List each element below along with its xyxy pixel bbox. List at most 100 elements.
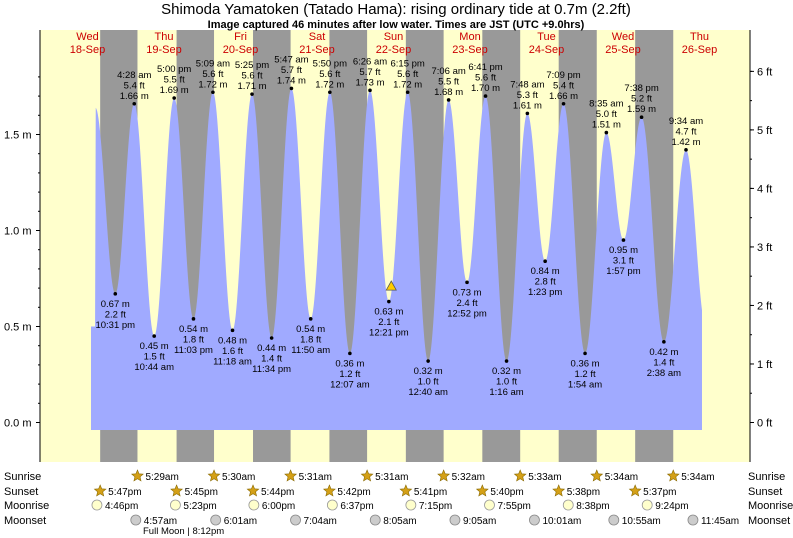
tide-label: 1.72 m xyxy=(198,79,227,90)
high-tide-dot xyxy=(289,86,294,91)
low-tide-dot xyxy=(113,292,118,296)
date-label: 25-Sep xyxy=(605,44,640,56)
astro-time-label: 5:23pm xyxy=(183,501,216,512)
astro-time-label: 5:40pm xyxy=(490,487,523,498)
moonrise-icon xyxy=(405,499,417,511)
astro-row-label-left: Moonset xyxy=(4,515,46,527)
astro-row-label-left: Sunrise xyxy=(4,471,41,483)
moonset-icon xyxy=(449,514,461,526)
tide-label: 1.68 m xyxy=(434,87,463,98)
tide-label: 5.5 ft xyxy=(438,76,459,87)
moonset-icon xyxy=(130,514,142,526)
tide-label: 5.6 ft xyxy=(319,69,340,80)
date-label: 21-Sep xyxy=(299,44,334,56)
left-tick-label: 1.5 m xyxy=(4,130,32,142)
chart-title: Shimoda Yamatoken (Tatado Hama): rising … xyxy=(161,1,631,18)
astro-time-label: 5:32am xyxy=(452,472,485,483)
tide-label: 0.44 m xyxy=(257,343,286,354)
tide-label: 5:50 pm xyxy=(313,58,347,69)
current-tide-marker xyxy=(385,280,397,291)
low-tide-dot xyxy=(662,340,666,344)
tide-label: 1.8 ft xyxy=(300,334,321,345)
tide-label: 1:54 am xyxy=(568,379,602,390)
tide-label: 0.32 m xyxy=(492,366,521,377)
date-label: 22-Sep xyxy=(376,44,411,56)
right-tick-label: 5 ft xyxy=(757,125,772,137)
tide-label: 1.51 m xyxy=(592,120,621,131)
moonset-icon xyxy=(210,514,222,526)
astro-row-label-left: Sunset xyxy=(4,486,38,498)
sun-star-icon xyxy=(437,469,451,482)
axes: 0.0 m 0.5 m 1.0 m 1.5 m 0 ft 1 ft 2 ft 3 ft 4 ft… xyxy=(4,30,772,462)
astro-time-label: 8:38pm xyxy=(576,501,609,512)
moonset-icon xyxy=(369,514,381,526)
sun-star-icon xyxy=(207,469,221,482)
astro-time-label: 5:30am xyxy=(222,472,255,483)
tide-label: 1.8 ft xyxy=(183,334,204,345)
tide-label: 5.7 ft xyxy=(359,67,380,78)
low-tide-dot xyxy=(230,328,235,333)
low-tide-dot xyxy=(504,359,509,363)
day-of-week-label: Tue xyxy=(537,31,556,43)
tide-label: 10:31 pm xyxy=(95,320,135,331)
high-tide-dot xyxy=(525,111,530,116)
astro-time-label: 10:01am xyxy=(542,516,581,527)
tide-label: 1:16 am xyxy=(489,387,523,398)
sun-star-icon xyxy=(170,484,184,497)
tide-label: 11:50 am xyxy=(291,345,330,356)
astro-time-label: 10:55am xyxy=(622,516,661,527)
low-tide-dot xyxy=(269,336,274,340)
tide-label: 1.73 m xyxy=(355,77,384,88)
sun-star-icon xyxy=(475,484,489,497)
tide-label: 1.6 ft xyxy=(222,346,243,357)
high-tide-dot xyxy=(684,148,688,152)
astro-time-label: 5:38pm xyxy=(567,487,600,498)
tide-label: 1.61 m xyxy=(513,100,542,111)
date-label: 18-Sep xyxy=(70,44,105,56)
tide-label: 0.42 m xyxy=(649,347,678,358)
tide-label: 0.36 m xyxy=(571,358,600,369)
tide-label: 1.0 ft xyxy=(418,377,439,388)
astro-row-label-right: Moonrise xyxy=(748,500,793,512)
right-tick-label: 0 ft xyxy=(757,418,772,430)
tide-label: 4.7 ft xyxy=(675,126,696,137)
moonrise-icon xyxy=(169,499,181,511)
day-of-week-label: Sat xyxy=(309,31,326,43)
tide-label: 2.8 ft xyxy=(535,277,556,288)
sun-star-icon xyxy=(284,469,298,482)
tide-label: 5.3 ft xyxy=(517,90,538,101)
moonrise-icon xyxy=(641,499,653,511)
low-tide-dot xyxy=(348,351,352,356)
astro-time-label: 6:37pm xyxy=(340,501,373,512)
sun-star-icon xyxy=(399,484,413,497)
tide-label: 5:09 am xyxy=(196,58,230,69)
tide-label: 1.71 m xyxy=(238,81,267,92)
tide-label: 1.66 m xyxy=(120,91,149,102)
tide-label: 0.32 m xyxy=(414,366,443,377)
date-label: 26-Sep xyxy=(682,44,717,56)
sun-star-icon xyxy=(131,469,144,482)
tide-label: 0.63 m xyxy=(374,307,403,318)
low-tide-dot xyxy=(543,259,547,264)
high-tide-dot xyxy=(328,90,332,95)
day-of-week-label: Wed xyxy=(76,31,98,43)
tide-label: 0.45 m xyxy=(140,341,169,352)
tide-label: 8:35 am xyxy=(589,99,623,110)
tide-label: 7:38 pm xyxy=(624,83,658,94)
tide-label: 5.6 ft xyxy=(475,73,496,84)
tide-label: 2.2 ft xyxy=(105,309,126,320)
astro-time-label: 5:41pm xyxy=(414,487,447,498)
astro-time-label: 5:37pm xyxy=(643,487,676,498)
tide-label: 1.70 m xyxy=(471,83,500,94)
tide-label: 4:28 am xyxy=(117,70,151,81)
tide-label: 1.2 ft xyxy=(339,369,360,380)
moonrise-icon xyxy=(484,499,495,511)
tide-label: 5.6 ft xyxy=(241,71,262,82)
tide-label: 6:26 am xyxy=(353,56,387,67)
moonset-icon xyxy=(290,514,301,526)
day-of-week-label: Mon xyxy=(459,31,480,43)
tide-label: 11:34 pm xyxy=(252,364,291,375)
date-label: 20-Sep xyxy=(223,44,258,56)
tide-label: 0.36 m xyxy=(335,358,364,369)
